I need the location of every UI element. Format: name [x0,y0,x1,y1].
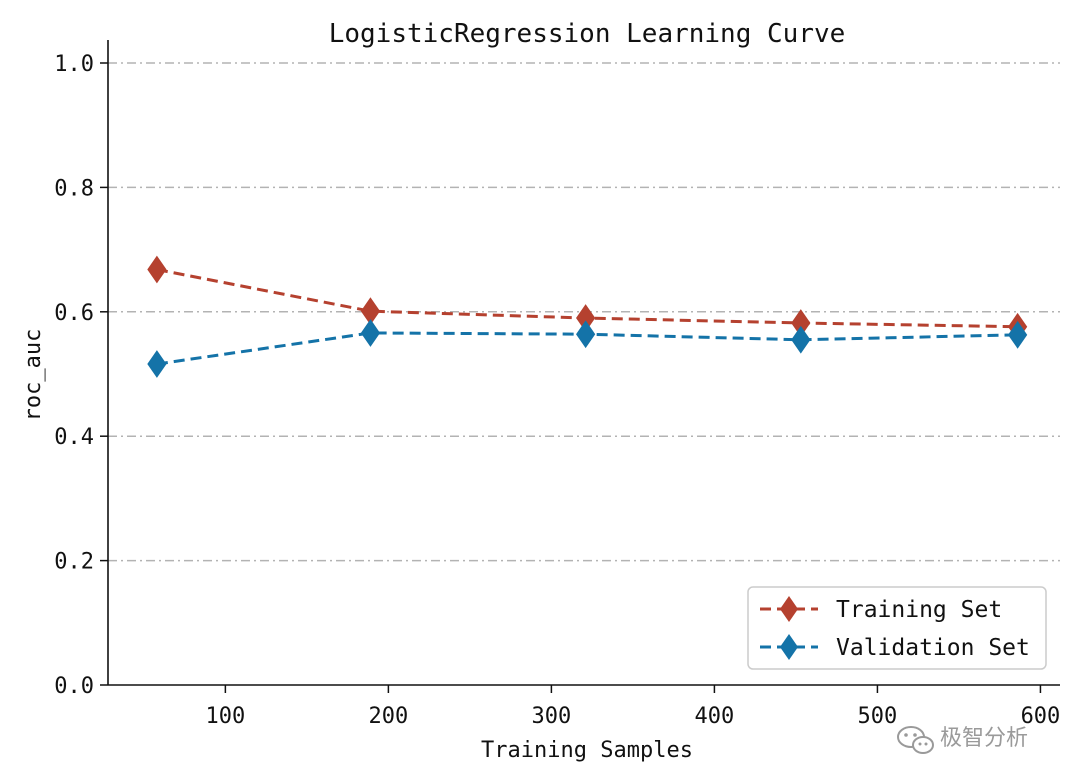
watermark-text: 极智分析 [940,726,1028,751]
axes [107,40,1060,686]
series [147,255,1028,378]
y-tick-label: 0.0 [54,674,94,699]
y-axis-title: roc_auc [21,329,46,422]
legend-entry: Validation Set [760,634,1030,661]
x-tick-label: 200 [369,704,409,729]
legend: Training Set Validation Set [747,586,1047,670]
y-tick-label: 0.8 [54,176,94,201]
legend-box [747,586,1047,670]
chart-title: LogisticRegression Learning Curve [329,19,846,49]
x-tick-label: 100 [205,704,245,729]
data-point-marker [791,325,811,354]
y-tick-label: 0.6 [54,301,94,326]
data-point-marker [147,255,167,284]
y-tick-label: 0.2 [54,550,94,575]
y-ticks: 0.0 0.2 0.4 0.6 0.8 1.0 [54,52,108,699]
legend-label: Training Set [836,597,1002,623]
x-ticks: 100 200 300 400 500 600 [205,685,1060,729]
data-point-marker [147,350,167,378]
series-validation-set [147,319,1028,378]
data-point-marker [576,320,596,349]
wechat-icon [897,726,934,754]
y-tick-label: 0.4 [54,425,94,450]
legend-entry: Training Set [760,596,1002,623]
x-tick-label: 500 [858,704,898,729]
legend-label: Validation Set [836,635,1030,661]
data-point-marker [360,319,381,347]
x-tick-label: 300 [532,704,572,729]
x-tick-label: 600 [1021,704,1061,729]
x-tick-label: 400 [695,704,735,729]
legend-marker [780,596,798,622]
x-axis-title: Training Samples [481,738,693,763]
legend-marker [780,634,798,660]
watermark: 极智分析 [897,726,1028,754]
y-tick-label: 1.0 [54,52,94,77]
data-point-marker [1008,320,1028,349]
